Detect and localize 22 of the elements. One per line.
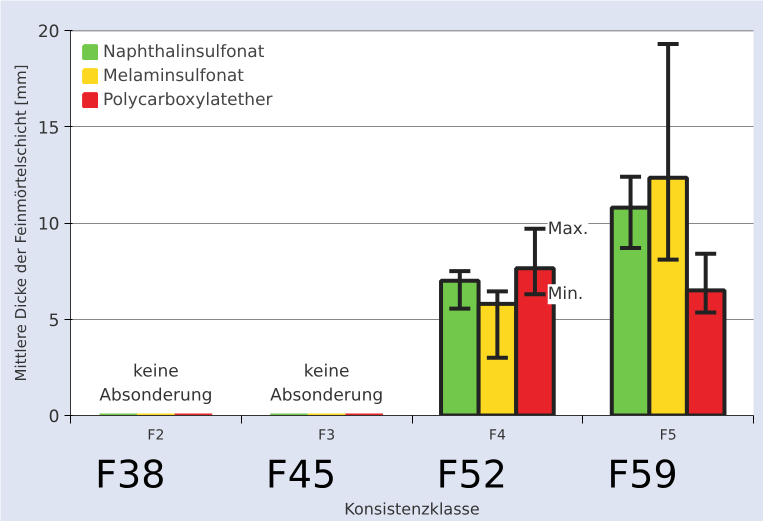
x-tick-label: F3 [318, 428, 336, 444]
legend-label: Polycarboxylatether [103, 90, 273, 110]
text: F59 [607, 452, 678, 496]
y-tick-label: 20 [38, 22, 60, 42]
x-tick-label: F5 [660, 428, 677, 444]
x-tick-label: F4 [488, 428, 506, 444]
annotation: Min. [548, 284, 584, 304]
annotation: Max. [548, 218, 588, 239]
y-tick-label: 10 [38, 214, 60, 234]
text: F52 [436, 452, 507, 496]
text: F45 [266, 452, 336, 496]
y-tick-label: 15 [38, 118, 60, 138]
x-tick-label: F2 [147, 428, 164, 444]
y-axis-title: Mittlere Dicke der Feinmörtelschicht [mm] [12, 64, 30, 382]
y-tick-label: 0 [48, 407, 60, 427]
legend-label: Naphthalinsulfonat [103, 42, 264, 62]
legend-label: Melaminsulfonat [103, 66, 244, 86]
y-tick-label: 5 [48, 310, 60, 331]
annotation: keine Absonderung [270, 362, 384, 406]
text: F38 [95, 452, 166, 496]
annotation: keine Absonderung [99, 362, 212, 406]
x-axis-title: Konsistenzklasse [344, 500, 480, 518]
